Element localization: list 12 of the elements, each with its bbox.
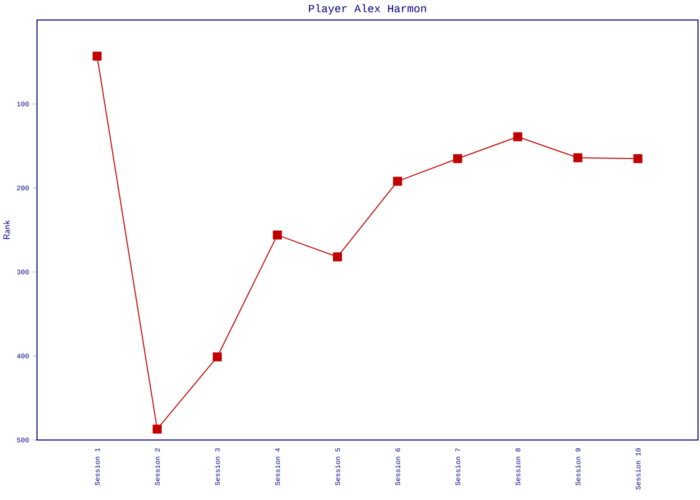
point (513, 132, 522, 142)
chart-title: Player Alex Harmon (308, 4, 426, 14)
point (393, 176, 402, 186)
point (332, 252, 342, 262)
point (453, 154, 462, 164)
y-axis-title: Rank (3, 220, 10, 239)
point (92, 52, 102, 61)
point (212, 352, 222, 362)
point (573, 153, 582, 162)
point (633, 154, 642, 164)
point (272, 230, 282, 240)
point (152, 424, 162, 434)
